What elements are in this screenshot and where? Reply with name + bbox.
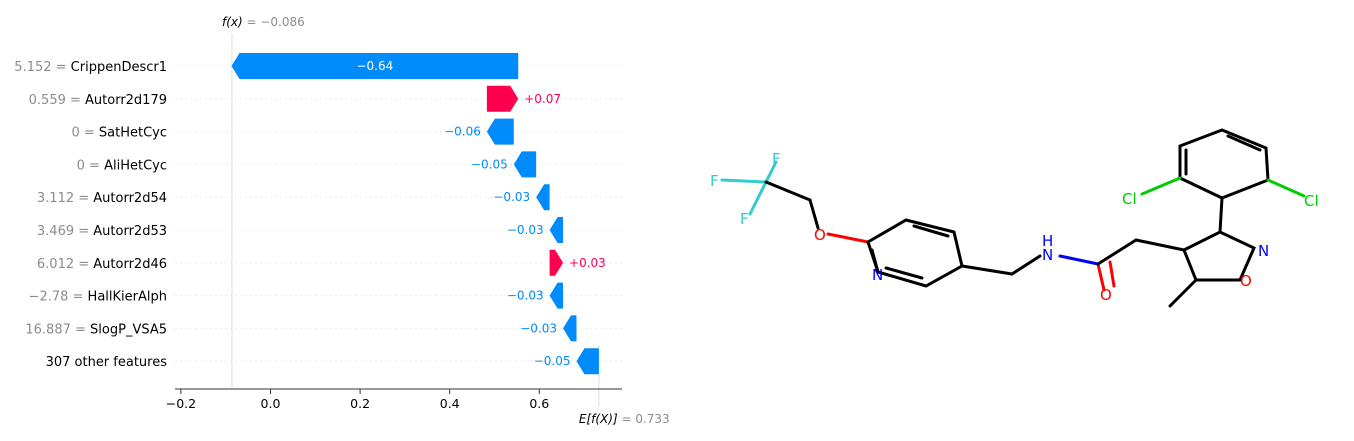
feature-name: Autorr2d46: [93, 257, 167, 272]
shap-waterfall-chart: −0.64 5.152 = CrippenDescr1 +0.07 0.559 = A…: [14, 15, 670, 426]
feature-label: 307 other features: [46, 355, 168, 370]
shap-value-label: −0.05: [534, 354, 571, 368]
feature-value: 16.887 =: [25, 322, 90, 337]
shap-bar-negative: [549, 282, 564, 309]
shap-value-label: −0.03: [507, 223, 544, 237]
atom-label-cl: Cl: [1122, 190, 1137, 208]
atom-label-n: N: [1258, 242, 1269, 260]
expected-value-label: E[f(X)]: [579, 412, 618, 426]
x-tick-label: 0.2: [350, 396, 370, 411]
feature-name: AliHetCyc: [104, 158, 167, 173]
feature-value: 0.559 =: [29, 93, 85, 108]
atom-label-n: N: [1042, 246, 1053, 264]
feature-name: Autorr2d179: [85, 93, 167, 108]
shap-value-label: −0.64: [356, 59, 393, 73]
atom-label-n: N: [872, 266, 883, 284]
feature-value: 3.112 =: [37, 191, 93, 206]
fx-label: f(x): [222, 15, 243, 29]
shap-value-label: +0.03: [569, 256, 606, 270]
shap-value-label: −0.03: [520, 321, 557, 335]
molecule-structure-image: F F F O N H N O N O Cl Cl: [710, 128, 1319, 308]
feature-label: 0.559 = Autorr2d179: [29, 93, 167, 108]
feature-name: Autorr2d54: [93, 191, 167, 206]
atom-label-f: F: [740, 210, 749, 228]
feature-value: 6.012 =: [37, 257, 93, 272]
atom-label-o: O: [1240, 272, 1252, 290]
atom-label-h: H: [1042, 232, 1053, 250]
feature-label: −2.78 = HallKierAlph: [29, 290, 167, 305]
shap-bar-negative: [231, 53, 519, 79]
fx-annotation: f(x) = −0.086: [222, 15, 305, 29]
feature-value: 5.152 =: [14, 60, 70, 75]
feature-value: 3.469 =: [37, 224, 93, 239]
feature-name: HallKierAlph: [88, 290, 167, 305]
feature-label: 3.112 = Autorr2d54: [37, 191, 167, 206]
feature-value: 0 =: [71, 126, 98, 141]
feature-label: 3.469 = Autorr2d53: [37, 224, 167, 239]
shap-value-label: −0.05: [471, 157, 508, 171]
shap-value-label: −0.03: [507, 289, 544, 303]
shap-bar-negative: [549, 217, 564, 243]
x-tick-label: 0.6: [529, 396, 549, 411]
feature-label: 16.887 = SlogP_VSA5: [25, 322, 167, 337]
expected-value-annotation: E[f(X)] = 0.733: [579, 412, 670, 426]
shap-bar-negative: [563, 315, 577, 342]
fx-value: = −0.086: [243, 15, 305, 29]
atom-label-cl: Cl: [1304, 192, 1319, 210]
feature-name: SatHetCyc: [99, 126, 167, 141]
feature-value: 0 =: [77, 158, 104, 173]
x-tick-label: 0.4: [440, 396, 460, 411]
atom-label-o: O: [1100, 286, 1112, 304]
feature-name: Autorr2d53: [93, 224, 167, 239]
atom-label-f: F: [710, 172, 719, 190]
shap-value-label: +0.07: [524, 92, 561, 106]
atom-label-f: F: [772, 150, 781, 168]
x-tick-label: −0.2: [166, 396, 196, 411]
shap-bar-positive: [486, 85, 519, 112]
feature-label: 6.012 = Autorr2d46: [37, 257, 167, 272]
x-tick-label: 0.0: [261, 396, 281, 411]
feature-name: SlogP_VSA5: [90, 322, 167, 337]
shap-bar-negative: [536, 184, 550, 211]
shap-value-label: −0.06: [444, 125, 481, 139]
atom-label-o: O: [814, 226, 826, 244]
shap-bar-negative: [513, 151, 537, 178]
shap-bar-negative: [486, 118, 514, 145]
shap-value-label: −0.03: [493, 190, 530, 204]
feature-name: 307 other features: [46, 355, 168, 370]
feature-label: 0 = AliHetCyc: [77, 158, 167, 173]
feature-name: CrippenDescr1: [71, 60, 167, 75]
shap-bar-positive: [549, 249, 564, 276]
shap-bar-negative: [576, 348, 599, 375]
expected-value-value: = 0.733: [618, 412, 670, 426]
feature-value: −2.78 =: [29, 290, 88, 305]
feature-label: 5.152 = CrippenDescr1: [14, 60, 167, 75]
feature-label: 0 = SatHetCyc: [71, 126, 167, 141]
